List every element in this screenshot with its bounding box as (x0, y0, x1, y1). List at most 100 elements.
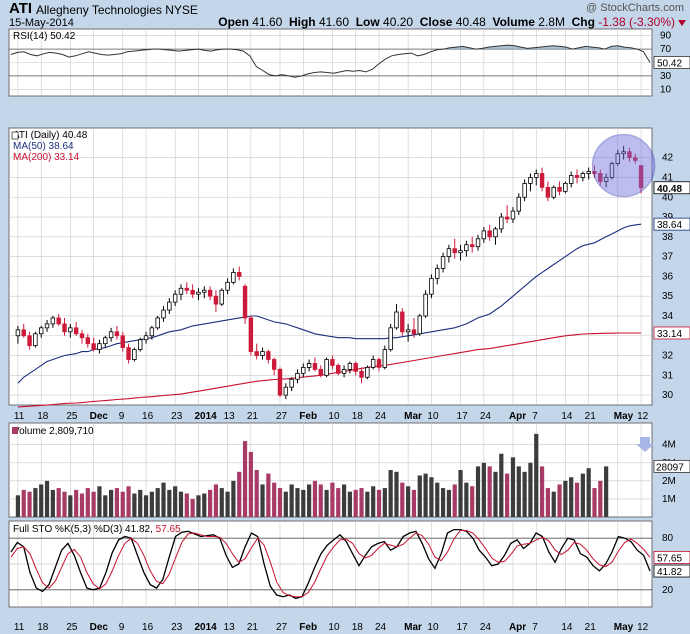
volume-bar (371, 486, 376, 517)
x-axis-label-bottom: 18 (352, 622, 364, 633)
volume-bar (394, 471, 399, 517)
candle-body (225, 281, 230, 291)
volume-bar (592, 488, 597, 517)
candle-body (237, 272, 242, 277)
low-label: Low (355, 15, 380, 29)
volume-bar (266, 473, 271, 517)
candle-body (341, 368, 347, 374)
candle-body (609, 163, 615, 178)
volume-bar (289, 484, 294, 517)
price-tick-label: 40 (662, 192, 674, 203)
volume-bar (202, 493, 207, 517)
candle-body (370, 359, 376, 368)
x-axis-label: 14 (561, 411, 573, 422)
highlight-circle (591, 133, 656, 198)
chart-header: ATI Allegheny Technologies NYSE 15-May-2… (0, 0, 690, 30)
x-axis-label: 18 (352, 411, 364, 422)
sto-tick-label: 20 (662, 585, 674, 596)
volume-bar (505, 473, 510, 517)
price-tick-label: 32 (662, 351, 674, 362)
volume-bar (301, 489, 306, 517)
x-axis-label-bottom: 13 (224, 622, 236, 633)
x-axis-label-bottom: 10 (427, 622, 439, 633)
x-axis-label-bottom: Apr (509, 622, 526, 633)
candle-body (464, 244, 469, 252)
volume-bar (68, 495, 73, 517)
candle-body (79, 333, 85, 339)
candle-body (440, 256, 446, 269)
ma200-last-box (653, 326, 690, 340)
x-axis-label-bottom: 27 (276, 622, 288, 633)
price-panel (8, 127, 653, 406)
candle-body (510, 210, 516, 220)
price-tick-label: 39 (662, 212, 674, 223)
rsi-last-box (653, 56, 690, 69)
high-value: 41.60 (318, 15, 350, 29)
candle-body (528, 177, 533, 184)
volume-bar (347, 491, 352, 517)
candle-body (394, 311, 399, 329)
ma200-last-label: 33.14 (657, 329, 682, 340)
candle-body (568, 175, 574, 184)
x-axis-label: 17 (457, 411, 469, 422)
candle-body (289, 378, 294, 388)
chg-label: Chg (571, 15, 595, 29)
volume-bar (545, 488, 550, 517)
candle-body (545, 186, 551, 198)
volume-last-label: 28097 (656, 462, 684, 473)
volume-bar (283, 491, 288, 517)
candle-body (15, 329, 21, 337)
candle-body (592, 171, 597, 174)
candle-body (202, 289, 207, 293)
candle-body (318, 368, 323, 376)
x-axis-label: 10 (328, 411, 340, 422)
price-legend: ATI (Daily) 40.48 (13, 130, 88, 141)
x-axis-label: 24 (375, 411, 387, 422)
candle-body (446, 248, 452, 258)
candle-body (481, 230, 487, 240)
price-tick-label: 36 (662, 271, 674, 282)
candle-body (563, 182, 568, 192)
candle-body (539, 173, 545, 188)
price-tick-label: 41 (662, 172, 674, 183)
volume-bar (79, 493, 85, 517)
volume-bar (417, 475, 422, 517)
ma50-legend: MA(50) 38.64 (13, 141, 74, 152)
sto-d-line (10, 530, 651, 598)
x-axis-label: 11 (14, 411, 25, 422)
candle-body (248, 317, 254, 352)
x-axis-label-bottom: Dec (90, 622, 109, 633)
rsi-tick-label: 90 (660, 31, 672, 42)
volume-bar (190, 498, 195, 517)
volume-bar (586, 468, 591, 517)
volume-bar (21, 489, 26, 517)
chart-date: 15-May-2014 (9, 17, 74, 29)
volume-bar (213, 484, 219, 517)
volume-bar (359, 488, 364, 517)
volume-bar (173, 486, 178, 517)
x-axis-label: 9 (119, 411, 125, 422)
volume-bar (132, 493, 137, 517)
x-axis-label-bottom: 2014 (194, 622, 217, 633)
x-axis-label-bottom: 24 (480, 622, 492, 633)
candle-body (108, 331, 114, 339)
candle-body (638, 165, 644, 189)
x-axis-label-bottom: 16 (142, 622, 154, 633)
close-value: 40.48 (455, 15, 486, 29)
volume-bar (237, 471, 242, 517)
candle-body (621, 151, 626, 155)
x-axis-label-bottom: Mar (404, 622, 422, 633)
candle-body (603, 177, 609, 182)
volume-bar (446, 489, 451, 517)
x-axis-label-bottom: 10 (328, 622, 340, 633)
ticker-symbol: ATI (9, 0, 33, 17)
candle-body (423, 293, 428, 317)
volume-legend: Volume 2,809,710 (13, 426, 94, 437)
volume-bar (487, 466, 492, 517)
candle-body (499, 216, 504, 230)
volume-bar (149, 491, 154, 517)
x-axis-label-bottom: 14 (561, 622, 573, 633)
x-axis-label: 23 (171, 411, 183, 422)
volume-bar (341, 484, 347, 517)
candle-body (114, 331, 120, 337)
